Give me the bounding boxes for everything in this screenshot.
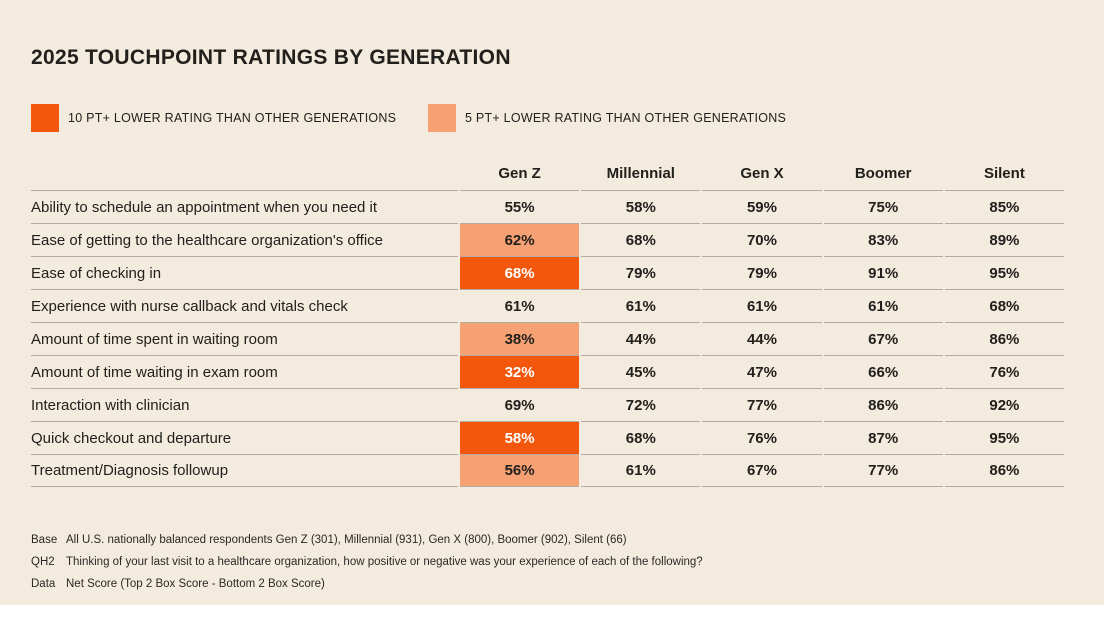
value-cell-boomer: 87% xyxy=(823,421,943,454)
footnote-qh2: QH2 Thinking of your last visit to a hea… xyxy=(31,551,1064,573)
legend-swatch-10pt-icon xyxy=(31,104,59,132)
table-row: Ease of checking in 68% 79% 79% 91% 95% xyxy=(31,256,1064,289)
table-row: Ability to schedule an appointment when … xyxy=(31,190,1064,223)
footnote-text: Net Score (Top 2 Box Score - Bottom 2 Bo… xyxy=(66,578,325,590)
footnote-text: All U.S. nationally balanced respondents… xyxy=(66,534,627,546)
row-label: Ease of checking in xyxy=(31,256,458,289)
value-cell-silent: 86% xyxy=(944,322,1064,355)
table-row: Ease of getting to the healthcare organi… xyxy=(31,223,1064,256)
value-cell-gen-x: 61% xyxy=(702,289,822,322)
value-cell-silent: 68% xyxy=(944,289,1064,322)
value-cell-boomer: 86% xyxy=(823,388,943,421)
value-cell-boomer: 61% xyxy=(823,289,943,322)
value-cell-gen-z: 55% xyxy=(460,190,580,223)
value-cell-gen-x: 44% xyxy=(702,322,822,355)
report-slide: 2025 TOUCHPOINT RATINGS BY GENERATION 10… xyxy=(0,0,1104,605)
value-cell-boomer: 83% xyxy=(823,223,943,256)
value-cell-millennial: 61% xyxy=(581,289,701,322)
footnote-text: Thinking of your last visit to a healthc… xyxy=(66,556,703,568)
value-cell-gen-z-highlight-10pt: 68% xyxy=(460,256,580,289)
table-row: Treatment/Diagnosis followup 56% 61% 67%… xyxy=(31,454,1064,487)
value-cell-millennial: 45% xyxy=(581,355,701,388)
value-cell-gen-z: 61% xyxy=(460,289,580,322)
table-row: Amount of time waiting in exam room 32% … xyxy=(31,355,1064,388)
column-header-millennial: Millennial xyxy=(606,165,675,182)
value-cell-silent: 85% xyxy=(944,190,1064,223)
value-cell-millennial: 61% xyxy=(581,454,701,487)
legend-swatch-5pt-icon xyxy=(428,104,456,132)
row-label: Amount of time waiting in exam room xyxy=(31,355,458,388)
table-row: Interaction with clinician 69% 72% 77% 8… xyxy=(31,388,1064,421)
table-row: Experience with nurse callback and vital… xyxy=(31,289,1064,322)
footnote-label: Data xyxy=(31,578,56,590)
value-cell-millennial: 58% xyxy=(581,190,701,223)
bottom-margin xyxy=(0,605,1104,627)
ratings-table: Gen Z Millennial Gen X Boomer Silent Abi… xyxy=(31,157,1064,487)
value-cell-silent: 95% xyxy=(944,421,1064,454)
header-cell-empty xyxy=(31,157,458,190)
row-label: Amount of time spent in waiting room xyxy=(31,322,458,355)
column-header-gen-x: Gen X xyxy=(740,165,784,182)
value-cell-millennial: 79% xyxy=(581,256,701,289)
legend-label-5pt: 5 PT+ LOWER RATING THAN OTHER GENERATION… xyxy=(465,111,787,125)
value-cell-gen-x: 47% xyxy=(702,355,822,388)
value-cell-gen-x: 76% xyxy=(702,421,822,454)
table-row: Quick checkout and departure 58% 68% 76%… xyxy=(31,421,1064,454)
value-cell-gen-z: 69% xyxy=(460,388,580,421)
value-cell-millennial: 68% xyxy=(581,223,701,256)
value-cell-boomer: 67% xyxy=(823,322,943,355)
footnote-label: Base xyxy=(31,534,58,546)
value-cell-gen-z-highlight-5pt: 38% xyxy=(460,322,580,355)
row-label: Quick checkout and departure xyxy=(31,421,458,454)
row-label: Ease of getting to the healthcare organi… xyxy=(31,223,458,256)
row-label: Interaction with clinician xyxy=(31,388,458,421)
value-cell-boomer: 75% xyxy=(823,190,943,223)
column-header-silent: Silent xyxy=(983,165,1025,182)
page-title: 2025 TOUCHPOINT RATINGS BY GENERATION xyxy=(31,46,511,69)
value-cell-gen-x: 79% xyxy=(702,256,822,289)
value-cell-silent: 89% xyxy=(944,223,1064,256)
table-header-row: Gen Z Millennial Gen X Boomer Silent xyxy=(31,157,1064,190)
footnotes: Base All U.S. nationally balanced respon… xyxy=(31,529,1064,595)
legend: 10 PT+ LOWER RATING THAN OTHER GENERATIO… xyxy=(31,104,1064,132)
value-cell-silent: 76% xyxy=(944,355,1064,388)
value-cell-gen-x: 59% xyxy=(702,190,822,223)
value-cell-boomer: 66% xyxy=(823,355,943,388)
value-cell-boomer: 91% xyxy=(823,256,943,289)
value-cell-gen-z-highlight-10pt: 32% xyxy=(460,355,580,388)
value-cell-gen-x: 67% xyxy=(702,454,822,487)
value-cell-silent: 86% xyxy=(944,454,1064,487)
table-row: Amount of time spent in waiting room 38%… xyxy=(31,322,1064,355)
footnote-label: QH2 xyxy=(31,556,55,568)
value-cell-millennial: 44% xyxy=(581,322,701,355)
row-label: Ability to schedule an appointment when … xyxy=(31,190,458,223)
value-cell-gen-z-highlight-5pt: 62% xyxy=(460,223,580,256)
column-header-gen-z: Gen Z xyxy=(498,165,541,182)
value-cell-boomer: 77% xyxy=(823,454,943,487)
value-cell-millennial: 68% xyxy=(581,421,701,454)
legend-item-5pt-lower: 5 PT+ LOWER RATING THAN OTHER GENERATION… xyxy=(428,104,786,132)
value-cell-gen-x: 77% xyxy=(702,388,822,421)
legend-label-10pt: 10 PT+ LOWER RATING THAN OTHER GENERATIO… xyxy=(68,111,397,125)
value-cell-gen-z-highlight-10pt: 58% xyxy=(460,421,580,454)
row-label: Treatment/Diagnosis followup xyxy=(31,454,458,487)
footnote-base: Base All U.S. nationally balanced respon… xyxy=(31,529,1064,551)
value-cell-millennial: 72% xyxy=(581,388,701,421)
legend-item-10pt-lower: 10 PT+ LOWER RATING THAN OTHER GENERATIO… xyxy=(31,104,428,132)
value-cell-silent: 95% xyxy=(944,256,1064,289)
value-cell-gen-x: 70% xyxy=(702,223,822,256)
value-cell-gen-z-highlight-5pt: 56% xyxy=(460,454,580,487)
value-cell-silent: 92% xyxy=(944,388,1064,421)
footnote-data: Data Net Score (Top 2 Box Score - Bottom… xyxy=(31,573,1064,595)
row-label: Experience with nurse callback and vital… xyxy=(31,289,458,322)
column-header-boomer: Boomer xyxy=(854,165,912,182)
